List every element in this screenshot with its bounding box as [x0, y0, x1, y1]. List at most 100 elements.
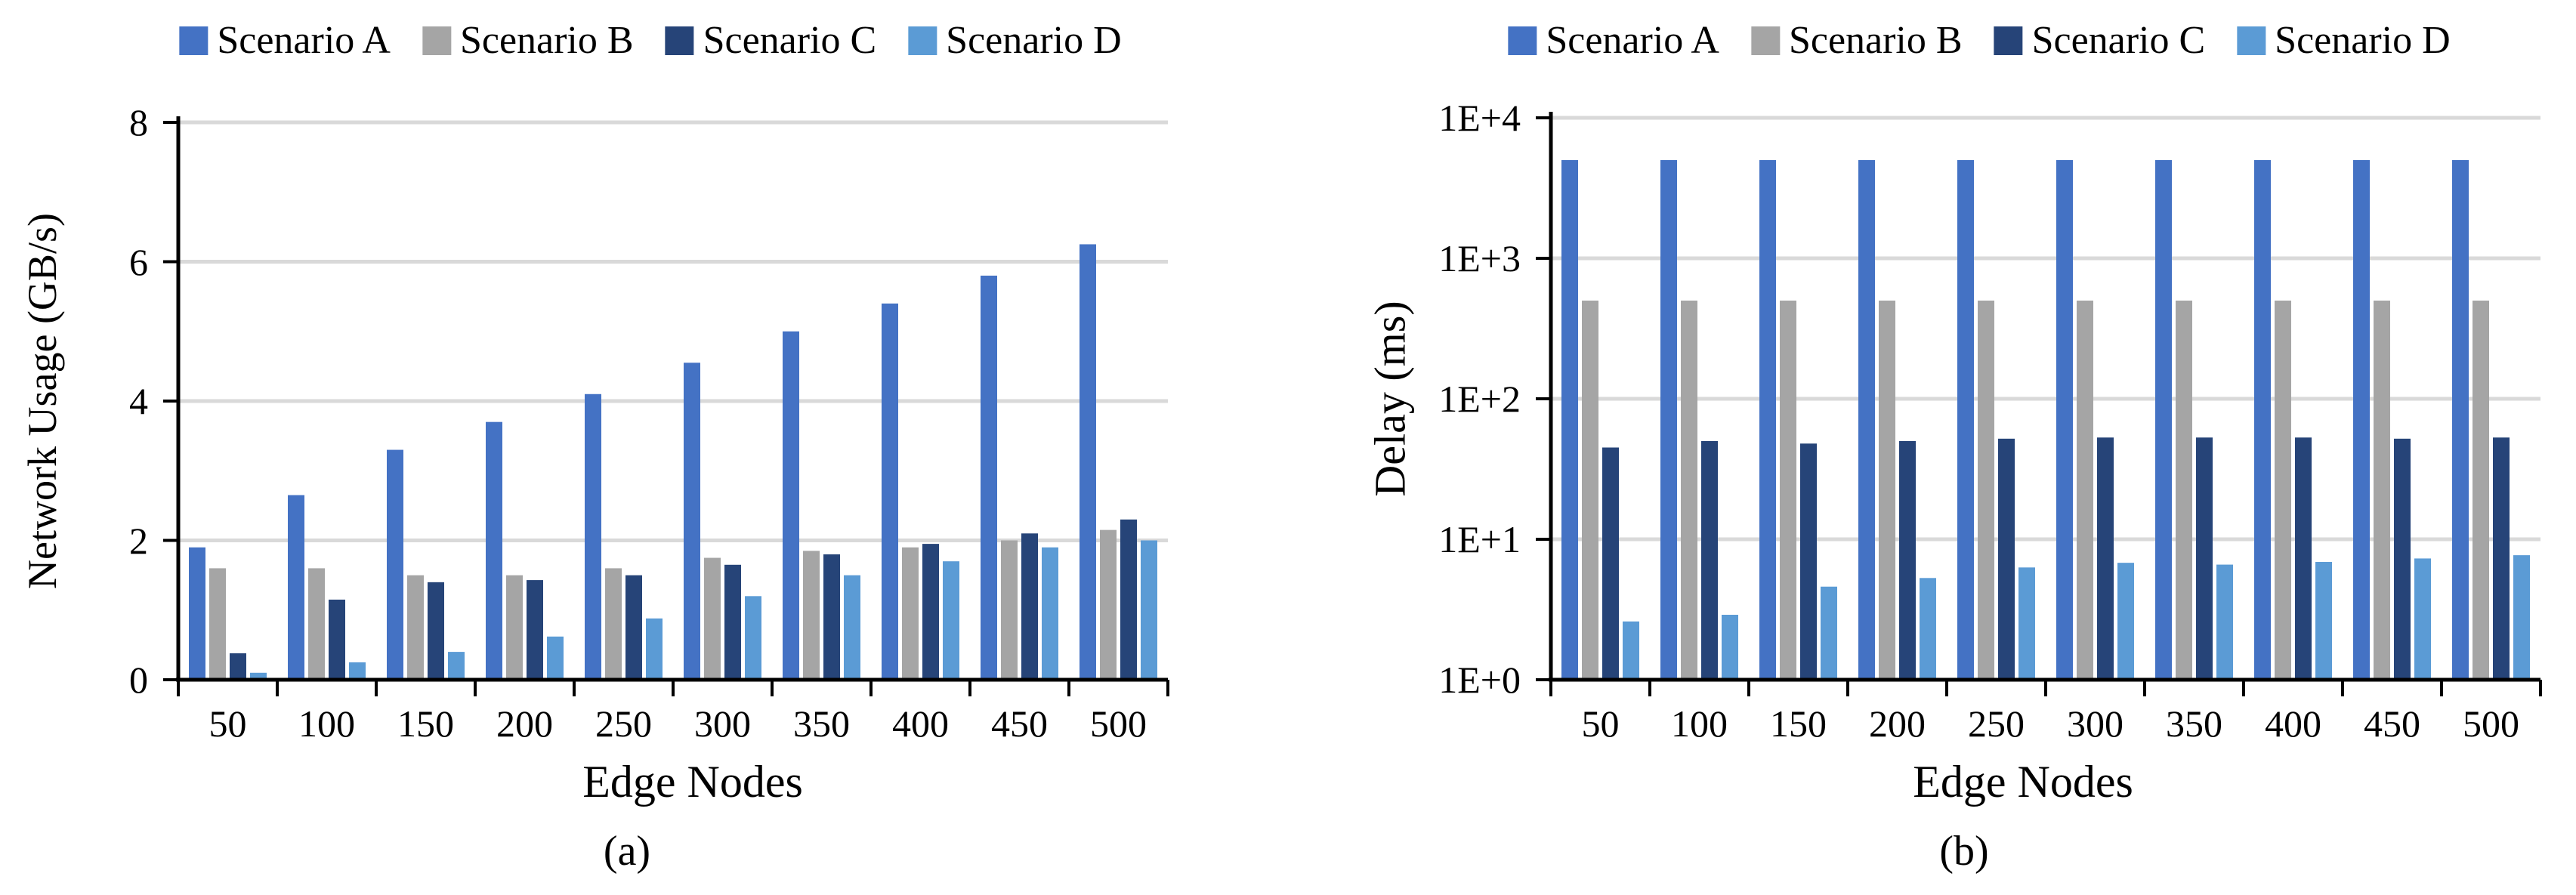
bar-Scenario B-250 [1978, 300, 1994, 680]
x-tick-label-500-chart-a: 500 [1090, 702, 1147, 745]
x-tick-label-500-chart-b: 500 [2463, 702, 2519, 745]
bar-Scenario D-200 [547, 636, 564, 680]
bar-Scenario D-150 [1821, 586, 1837, 680]
legend-label: Scenario A [1546, 19, 1719, 62]
bar-Scenario C-100 [329, 599, 345, 680]
y-tick-label-0-chart-a: 0 [129, 659, 148, 701]
bar-Scenario C-50 [1602, 447, 1619, 680]
bar-Scenario A-500 [1080, 244, 1096, 680]
x-tick-label-350-chart-a: 350 [793, 702, 850, 745]
bar-Scenario D-50 [1623, 621, 1639, 680]
legend-chart-b: Scenario A Scenario B Scenario C Scenari… [1508, 18, 2451, 63]
bar-Scenario A-400 [882, 303, 898, 680]
scenario-a-swatch-icon [1508, 26, 1537, 55]
bar-Scenario B-300 [2077, 300, 2093, 680]
scenario-c-swatch-icon [1994, 26, 2023, 55]
bar-Scenario A-350 [2155, 159, 2172, 680]
bar-Scenario B-100 [308, 568, 325, 680]
bar-Scenario D-250 [646, 618, 663, 680]
bar-Scenario C-300 [724, 564, 741, 680]
x-tick-label-400-chart-a: 400 [892, 702, 949, 745]
x-tick-label-250-chart-b: 250 [1968, 702, 2025, 745]
caption-chart-b: (b) [1939, 828, 1989, 875]
bar-Scenario A-50 [1561, 159, 1578, 680]
y-tick-label-6-chart-a: 6 [129, 240, 148, 283]
bar-Scenario C-350 [2196, 437, 2213, 680]
bar-Scenario B-400 [902, 547, 919, 680]
caption-chart-a: (a) [603, 828, 651, 875]
x-tick-label-400-chart-b: 400 [2265, 702, 2321, 745]
bar-Scenario B-150 [407, 575, 424, 680]
bar-Scenario C-100 [1701, 440, 1718, 680]
bar-Scenario C-300 [2097, 437, 2114, 680]
x-tick-label-350-chart-b: 350 [2166, 702, 2222, 745]
bar-Scenario A-300 [2056, 159, 2073, 680]
x-axis-title-chart-a: Edge Nodes [582, 757, 803, 807]
bar-Scenario B-150 [1780, 300, 1796, 680]
bar-Scenario C-400 [922, 544, 939, 680]
legend-item-scenario-b: Scenario B [1750, 18, 1963, 63]
x-tick-label-200-chart-b: 200 [1869, 702, 1926, 745]
bar-Scenario C-450 [1021, 533, 1038, 680]
bar-Scenario C-150 [428, 582, 444, 680]
bar-Scenario A-150 [1759, 159, 1776, 680]
x-tick-label-50-chart-a: 50 [208, 702, 247, 745]
bar-Scenario B-200 [506, 575, 523, 680]
bar-Scenario B-200 [1879, 300, 1895, 680]
legend-item-scenario-d: Scenario D [2237, 18, 2451, 63]
legend-item-scenario-a: Scenario A [179, 18, 391, 63]
bar-Scenario B-450 [2374, 300, 2390, 680]
bar-Scenario D-50 [250, 672, 267, 680]
bar-Scenario C-250 [1998, 438, 2015, 680]
bar-Scenario C-200 [527, 580, 543, 680]
x-tick-label-450-chart-b: 450 [2364, 702, 2420, 745]
legend-item-scenario-c: Scenario C [665, 18, 876, 63]
scenario-b-swatch-icon [422, 26, 451, 55]
bar-Scenario C-150 [1800, 443, 1817, 680]
bar-Scenario B-450 [1001, 540, 1018, 680]
bar-Scenario A-300 [684, 363, 700, 680]
scenario-d-swatch-icon [908, 26, 937, 55]
bar-Scenario A-350 [783, 331, 799, 680]
x-tick-label-200-chart-a: 200 [496, 702, 553, 745]
x-tick-label-300-chart-a: 300 [694, 702, 751, 745]
bar-Scenario B-350 [2176, 300, 2192, 680]
bar-Scenario C-450 [2394, 438, 2411, 680]
bar-Scenario C-500 [1120, 519, 1137, 680]
bar-Scenario B-300 [704, 557, 721, 680]
x-tick-label-450-chart-a: 450 [991, 702, 1048, 745]
y-tick-label-8-chart-a: 8 [129, 101, 148, 144]
bar-Scenario B-500 [1100, 529, 1117, 680]
bar-Scenario D-100 [349, 662, 366, 680]
bar-Scenario A-500 [2452, 159, 2469, 680]
x-tick-label-250-chart-a: 250 [595, 702, 652, 745]
bar-Scenario B-100 [1681, 300, 1697, 680]
bar-Scenario D-500 [2513, 555, 2530, 680]
bar-Scenario B-400 [2275, 300, 2291, 680]
bar-Scenario B-50 [209, 568, 226, 680]
x-tick-label-50-chart-b: 50 [1581, 702, 1620, 745]
x-tick-label-150-chart-a: 150 [397, 702, 454, 745]
legend-label: Scenario B [459, 19, 634, 62]
y-tick-label-1E+1-chart-b: 1E+1 [1438, 518, 1521, 560]
legend-item-scenario-b: Scenario B [422, 18, 634, 63]
bar-Scenario D-100 [1722, 614, 1738, 680]
bar-Scenario B-50 [1582, 300, 1598, 680]
bar-Scenario A-450 [981, 275, 997, 680]
legend-label: Scenario D [2275, 19, 2451, 62]
bar-Scenario B-350 [803, 551, 820, 680]
bar-Scenario C-200 [1899, 440, 1916, 680]
scenario-c-swatch-icon [665, 26, 694, 55]
legend-item-scenario-c: Scenario C [1994, 18, 2205, 63]
x-tick-label-100-chart-a: 100 [298, 702, 355, 745]
bar-Scenario B-250 [605, 568, 622, 680]
y-tick-label-1E+4-chart-b: 1E+4 [1438, 97, 1521, 139]
bar-Scenario D-150 [448, 652, 465, 680]
bar-Scenario D-400 [2315, 561, 2332, 680]
bar-Scenario D-450 [1042, 547, 1058, 680]
bar-Scenario D-350 [2216, 564, 2233, 680]
x-tick-label-150-chart-b: 150 [1770, 702, 1827, 745]
y-tick-label-1E+0-chart-b: 1E+0 [1438, 659, 1521, 701]
